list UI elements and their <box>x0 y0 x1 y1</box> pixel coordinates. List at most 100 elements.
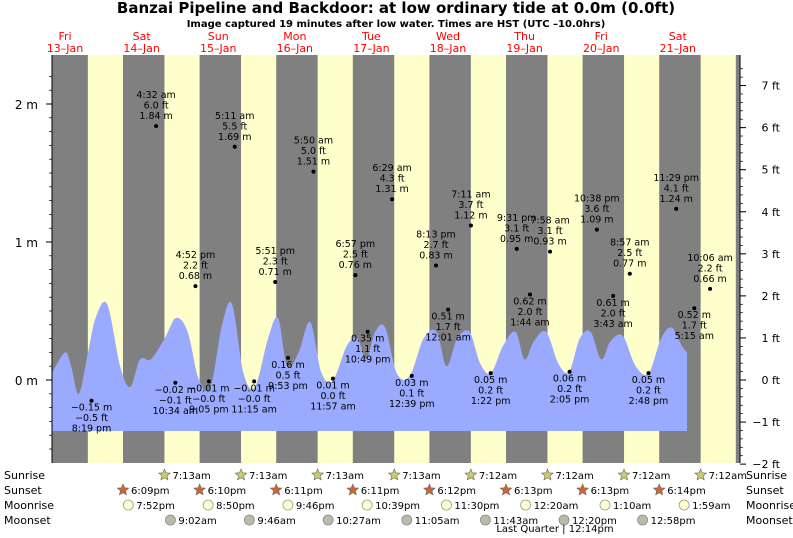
tide-extreme-label: 3.6 ft <box>584 204 609 215</box>
right-tick-label: 0 ft <box>762 374 781 387</box>
day-date: 14–Jan <box>123 42 159 55</box>
tide-extreme-label: −0.15 m <box>71 403 112 414</box>
sunset-time: 6:12pm <box>437 486 476 497</box>
high-tide-dot <box>353 273 358 278</box>
high-tide-dot <box>390 197 395 202</box>
moonrise-time: 11:30pm <box>454 501 499 512</box>
sunset-time: 6:11pm <box>361 486 400 497</box>
tide-extreme-label: 2.3 ft <box>263 257 288 268</box>
sunrise-time: 7:12am <box>709 471 747 482</box>
tide-extreme-label: 0.62 m <box>513 296 546 307</box>
tide-extreme-label: 0.2 ft <box>636 386 661 397</box>
high-tide-dot <box>286 355 291 360</box>
low-tide-dot <box>330 376 335 381</box>
tide-extremes: −0.15 m−0.5 ft8:19 pm 4:32 am6.0 ft1.84 m… <box>71 90 733 435</box>
right-tick-label: 3 ft <box>762 248 781 261</box>
tide-extreme-label: 11:15 am <box>231 404 276 415</box>
moonrise-time: 8:50pm <box>216 501 255 512</box>
moonset-time: 12:58pm <box>651 516 696 527</box>
moonset-icon <box>637 514 648 526</box>
tide-extreme-label: 5:15 am <box>675 331 714 342</box>
day-name: Wed <box>436 30 460 43</box>
day-date: 21–Jan <box>660 42 696 55</box>
tide-extreme-label: 10:34 am <box>153 406 198 417</box>
tide-extreme-label: 7:11 am <box>451 189 490 200</box>
row-label-left: Sunset <box>4 484 42 497</box>
day-date: 18–Jan <box>430 42 466 55</box>
sunset-icon <box>116 483 130 496</box>
day-date: 15–Jan <box>200 42 236 55</box>
sunrise-icon <box>694 468 708 481</box>
moonset-time: 11:05am <box>415 516 460 527</box>
row-label-left: Moonset <box>4 514 51 527</box>
tide-extreme-label: 10:38 pm <box>574 194 620 205</box>
tide-extreme-label: 1.31 m <box>375 184 408 195</box>
tide-extreme-label: 12:01 am <box>425 333 470 344</box>
moonset-time: 12:20pm <box>572 516 617 527</box>
moonset-time: 11:43am <box>493 516 538 527</box>
moonset-time: 10:27am <box>336 516 381 527</box>
tide-extreme-label: 3.7 ft <box>458 200 483 211</box>
tide-extreme-label: 2:48 pm <box>629 396 669 407</box>
tide-extreme-label: 5:11 am <box>215 111 254 122</box>
high-tide-dot <box>627 271 632 276</box>
tide-extreme-label: 0.52 m <box>678 310 711 321</box>
tide-extreme-label: 10:06 am <box>687 253 732 264</box>
moonrise-icon <box>520 499 532 511</box>
high-tide-dot <box>527 292 532 297</box>
day-date: 13–Jan <box>47 42 83 55</box>
sunrise-icon <box>234 468 248 481</box>
tide-extreme-label: 0.51 m <box>431 312 464 323</box>
tide-extreme-label: 2.2 ft <box>183 261 208 272</box>
moonrise-icon <box>282 499 294 511</box>
moonrise-icon <box>441 499 452 511</box>
tide-extreme-label: −0.0 ft <box>192 394 225 405</box>
moonrise-time: 10:39pm <box>375 501 420 512</box>
low-tide-dot <box>89 398 94 403</box>
day-name: Fri <box>58 30 71 43</box>
day-name: Sun <box>208 30 229 43</box>
moon-phase-label: Last Quarter | 12:14pm <box>496 524 613 535</box>
tide-extreme-label: 0.83 m <box>419 250 452 261</box>
right-tick-label: −1 ft <box>752 416 780 429</box>
tide-extreme-label: 8:13 pm <box>416 229 456 240</box>
high-tide-dot <box>446 307 451 312</box>
tide-extreme-label: 1.24 m <box>659 194 692 205</box>
tide-extreme-label: 0.05 m <box>474 375 507 386</box>
chart-title: Banzai Pipeline and Backdoor: at low ord… <box>117 0 675 17</box>
tide-extreme-label: 2.5 ft <box>343 250 368 261</box>
tide-extreme-label: 0.2 ft <box>478 386 503 397</box>
sunrise-icon <box>540 468 554 481</box>
tide-extreme-label: 2.2 ft <box>698 263 723 274</box>
moonset-icon <box>558 514 570 526</box>
left-tick-label: 1 m <box>15 236 38 250</box>
left-tick-label: 2 m <box>15 98 38 112</box>
high-tide-dot <box>232 144 237 149</box>
tide-extreme-label: 0.68 m <box>179 271 212 282</box>
moonset-icon <box>480 514 491 526</box>
high-tide-dot <box>468 223 473 228</box>
day-name: Sat <box>669 30 688 43</box>
night-band <box>735 55 740 463</box>
sunrise-icon <box>464 468 478 481</box>
low-tide-dot <box>567 369 572 374</box>
sunrise-icon <box>387 468 401 481</box>
sunset-time: 6:14pm <box>667 486 706 497</box>
tide-extreme-label: 0.5 ft <box>275 370 300 381</box>
right-tick-label: 1 ft <box>762 332 781 345</box>
sunrise-time: 7:12am <box>479 471 517 482</box>
tide-extreme-label: 0.95 m <box>500 234 533 245</box>
left-tick-label: 0 m <box>15 374 38 388</box>
tide-extreme-label: 0.2 ft <box>557 384 582 395</box>
tide-extreme-label: 0.1 ft <box>399 388 424 399</box>
tide-extreme-label: 4:52 pm <box>176 250 216 261</box>
tide-extreme-label: 9:05 pm <box>189 404 229 415</box>
day-date: 20–Jan <box>583 42 619 55</box>
right-tick-label: 4 ft <box>762 206 781 219</box>
moonset-icon <box>243 514 255 526</box>
high-tide-dot <box>611 293 616 298</box>
tide-extreme-label: 3.1 ft <box>504 223 529 234</box>
sunrise-time: 7:13am <box>326 471 364 482</box>
tide-extreme-label: 4.1 ft <box>664 183 689 194</box>
sunrise-time: 7:13am <box>249 471 287 482</box>
